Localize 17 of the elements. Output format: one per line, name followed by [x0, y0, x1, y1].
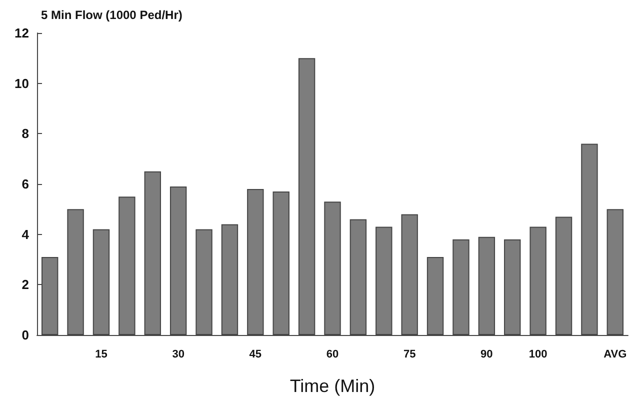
y-axis-title: 5 Min Flow (1000 Ped/Hr): [41, 8, 182, 22]
y-tick-label: 6: [22, 176, 29, 192]
x-tick-label: 90: [480, 348, 493, 360]
x-tick-label: 60: [326, 348, 339, 360]
y-tick-label: 2: [22, 277, 29, 292]
y-tick-label: 0: [22, 328, 29, 342]
x-tick-label: 15: [95, 348, 108, 360]
x-tick-label: 45: [249, 348, 262, 360]
y-tick-label: 12: [14, 26, 29, 40]
x-tick-label: 75: [403, 348, 416, 360]
x-tick-label: AVG: [604, 348, 627, 360]
x-tick-label: 30: [172, 348, 184, 360]
x-tick-label: 100: [528, 348, 548, 360]
y-tick-label: 10: [14, 76, 29, 91]
y-tick-label: 8: [22, 126, 29, 142]
y-tick-label: 4: [22, 226, 30, 242]
x-axis-title: Time (Min): [290, 376, 376, 396]
